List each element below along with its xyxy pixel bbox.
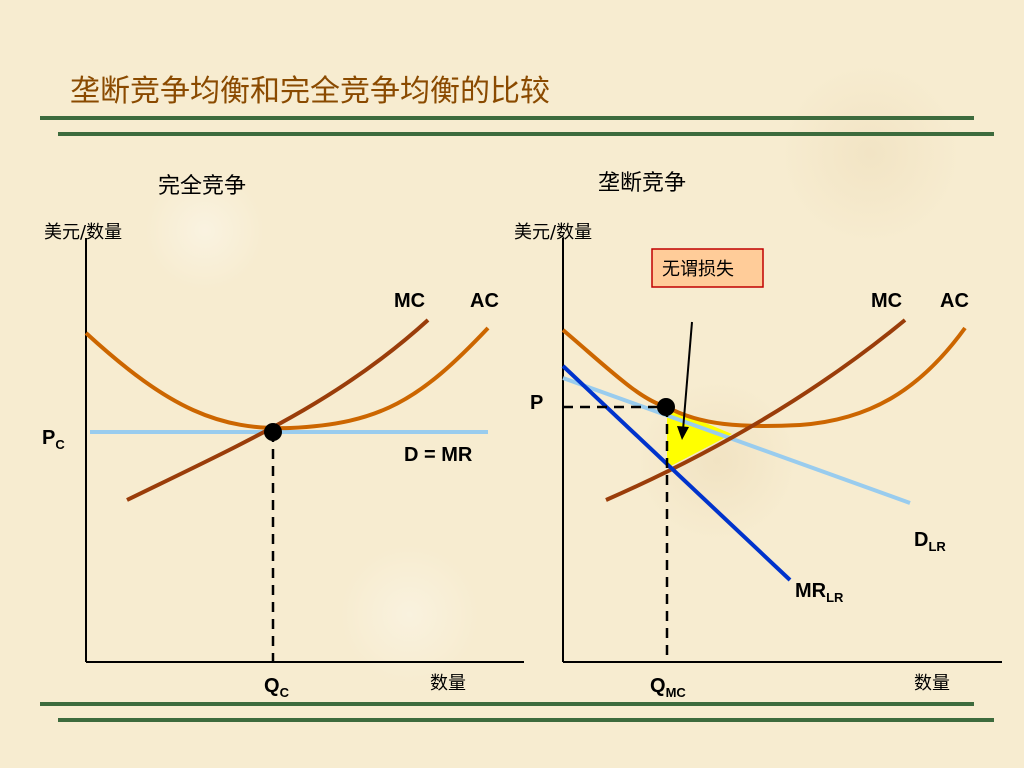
right-mc-curve bbox=[605, 318, 907, 502]
right-ac-label: AC bbox=[940, 290, 969, 312]
right-demand-label: DLR bbox=[914, 529, 946, 554]
monopolistic-competition-heading: 垄断竞争 bbox=[598, 171, 686, 196]
right-x-axis-label: 数量 bbox=[914, 673, 950, 694]
left-demand-label: D = MR bbox=[404, 444, 473, 466]
long-run-demand-line bbox=[562, 376, 911, 505]
right-mc-label: MC bbox=[871, 290, 902, 312]
deadweight-callout-box bbox=[651, 248, 764, 288]
left-mc-label: MC bbox=[394, 290, 425, 312]
perfect-competition-panel: 完全竞争 美元/数量 MC AC D = MR PC QC 数量 bbox=[42, 174, 524, 700]
long-run-mr-line bbox=[561, 364, 792, 582]
bottom-rule-2 bbox=[58, 718, 994, 722]
left-ac-label: AC bbox=[470, 290, 499, 312]
left-mc-curve bbox=[126, 318, 430, 502]
monopolistic-competition-panel: 垄断竞争 美元/数量 无谓损失 MC AC P DLR MRLR QMC 数量 bbox=[514, 171, 1002, 700]
top-rule-1 bbox=[40, 116, 974, 120]
deadweight-arrow-icon bbox=[677, 426, 689, 440]
right-price-label: P bbox=[530, 392, 543, 414]
page-title: 垄断竞争均衡和完全竞争均衡的比较 bbox=[70, 74, 550, 109]
perfect-competition-heading: 完全竞争 bbox=[158, 174, 246, 199]
right-y-axis-label: 美元/数量 bbox=[514, 222, 592, 243]
right-ac-curve bbox=[561, 326, 967, 428]
left-x-axis-label: 数量 bbox=[430, 673, 466, 694]
left-y-axis-label: 美元/数量 bbox=[44, 222, 122, 243]
deadweight-callout-label: 无谓损失 bbox=[662, 259, 734, 280]
deadweight-pointer-line bbox=[682, 321, 693, 431]
left-equilibrium-point bbox=[264, 423, 282, 441]
bottom-rule-1 bbox=[40, 702, 974, 706]
right-equilibrium-point bbox=[657, 398, 675, 416]
deadweight-loss-area bbox=[667, 407, 732, 468]
right-qty-label: QMC bbox=[650, 675, 686, 700]
left-ac-curve bbox=[84, 326, 490, 431]
right-mr-label: MRLR bbox=[795, 580, 844, 605]
left-qty-label: QC bbox=[264, 675, 290, 700]
left-price-label: PC bbox=[42, 427, 65, 452]
top-rule-2 bbox=[58, 132, 994, 136]
